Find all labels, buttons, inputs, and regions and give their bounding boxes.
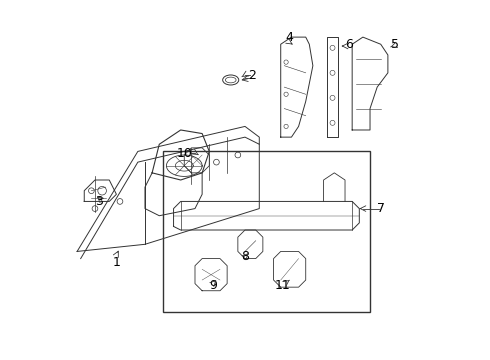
Text: 3: 3 (95, 195, 102, 208)
Text: 5: 5 (391, 38, 399, 51)
Text: 2: 2 (248, 69, 256, 82)
Text: 11: 11 (274, 279, 291, 292)
Text: 9: 9 (209, 279, 217, 292)
Text: 6: 6 (344, 38, 352, 51)
Text: 10: 10 (176, 147, 192, 160)
Text: 7: 7 (377, 202, 385, 215)
Text: 1: 1 (113, 256, 121, 269)
Text: 8: 8 (241, 250, 249, 263)
Text: 4: 4 (286, 31, 294, 44)
